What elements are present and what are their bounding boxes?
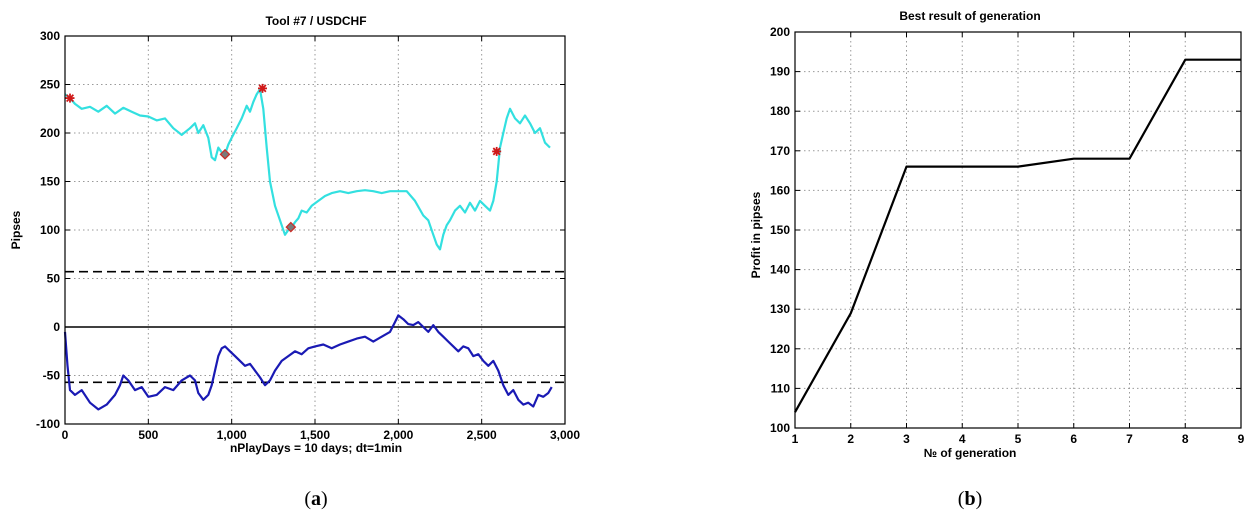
chart-b-ytick-label: 170 bbox=[770, 144, 790, 158]
chart-a-series-1 bbox=[63, 314, 553, 411]
chart-a: Tool #7 / USDCHF nPlayDays = 10 days; dt… bbox=[9, 14, 580, 510]
chart-a-ytick-label: 250 bbox=[40, 78, 60, 92]
chart-b-xlabel: № of generation bbox=[924, 446, 1017, 460]
chart-a-ytick-label: -100 bbox=[36, 417, 60, 431]
chart-b-ytick-label: 130 bbox=[770, 302, 790, 316]
chart-b-xtick-label: 9 bbox=[1238, 432, 1245, 446]
chart-a-ytick-label: 200 bbox=[40, 126, 60, 140]
chart-b-title: Best result of generation bbox=[899, 9, 1040, 23]
chart-b-ylabel: Profit in pipses bbox=[749, 191, 763, 278]
chart-a-xtick-label: 2,000 bbox=[383, 428, 413, 442]
chart-b-xtick-label: 4 bbox=[959, 432, 966, 446]
chart-a-ytick-label: -50 bbox=[43, 369, 61, 383]
chart-b-ytick-label: 150 bbox=[770, 223, 790, 237]
chart-a-star-marker bbox=[258, 83, 267, 93]
chart-a-ytick-label: 300 bbox=[40, 29, 60, 43]
chart-b-xtick-label: 6 bbox=[1070, 432, 1077, 446]
chart-a-ytick-label: 0 bbox=[53, 320, 60, 334]
chart-a-xtick-label: 500 bbox=[138, 428, 158, 442]
chart-a-xtick-label: 1,500 bbox=[300, 428, 330, 442]
chart-a-ytick-label: 50 bbox=[47, 272, 61, 286]
chart-b-xtick-label: 1 bbox=[792, 432, 799, 446]
chart-a-xtick-label: 2,500 bbox=[467, 428, 497, 442]
chart-b-ytick-label: 160 bbox=[770, 183, 790, 197]
panel-label-b: (b) bbox=[958, 488, 982, 510]
chart-a-ytick-label: 150 bbox=[40, 175, 60, 189]
chart-a-diamond-marker bbox=[219, 148, 231, 160]
panel-label-a: (a) bbox=[304, 488, 327, 510]
chart-b-xtick-label: 2 bbox=[847, 432, 854, 446]
chart-b-xtick-label: 3 bbox=[903, 432, 910, 446]
chart-a-ytick-label: 100 bbox=[40, 223, 60, 237]
chart-a-star-marker bbox=[65, 93, 75, 103]
chart-a-star-marker bbox=[492, 146, 502, 156]
chart-b: Best result of generation № of generatio… bbox=[749, 9, 1245, 510]
chart-b-xtick-label: 5 bbox=[1015, 432, 1022, 446]
chart-a-series-0 bbox=[64, 88, 551, 251]
chart-b-ytick-label: 120 bbox=[770, 342, 790, 356]
chart-b-xtick-label: 8 bbox=[1182, 432, 1189, 446]
chart-a-xtick-label: 3,000 bbox=[550, 428, 580, 442]
chart-a-diamond-marker bbox=[285, 221, 297, 233]
chart-b-ytick-label: 100 bbox=[770, 421, 790, 435]
chart-b-series-0 bbox=[794, 58, 1241, 413]
chart-b-xtick-label: 7 bbox=[1126, 432, 1133, 446]
chart-b-ytick-label: 140 bbox=[770, 263, 790, 277]
chart-a-xtick-label: 0 bbox=[62, 428, 69, 442]
chart-a-title: Tool #7 / USDCHF bbox=[265, 14, 366, 28]
chart-a-xlabel: nPlayDays = 10 days; dt=1min bbox=[230, 441, 402, 455]
chart-a-ylabel: Pipses bbox=[9, 210, 23, 249]
chart-b-ytick-label: 200 bbox=[770, 25, 790, 39]
chart-b-ytick-label: 180 bbox=[770, 104, 790, 118]
chart-a-xtick-label: 1,000 bbox=[217, 428, 247, 442]
chart-b-ytick-label: 110 bbox=[771, 381, 791, 395]
chart-b-ytick-label: 190 bbox=[770, 65, 790, 79]
